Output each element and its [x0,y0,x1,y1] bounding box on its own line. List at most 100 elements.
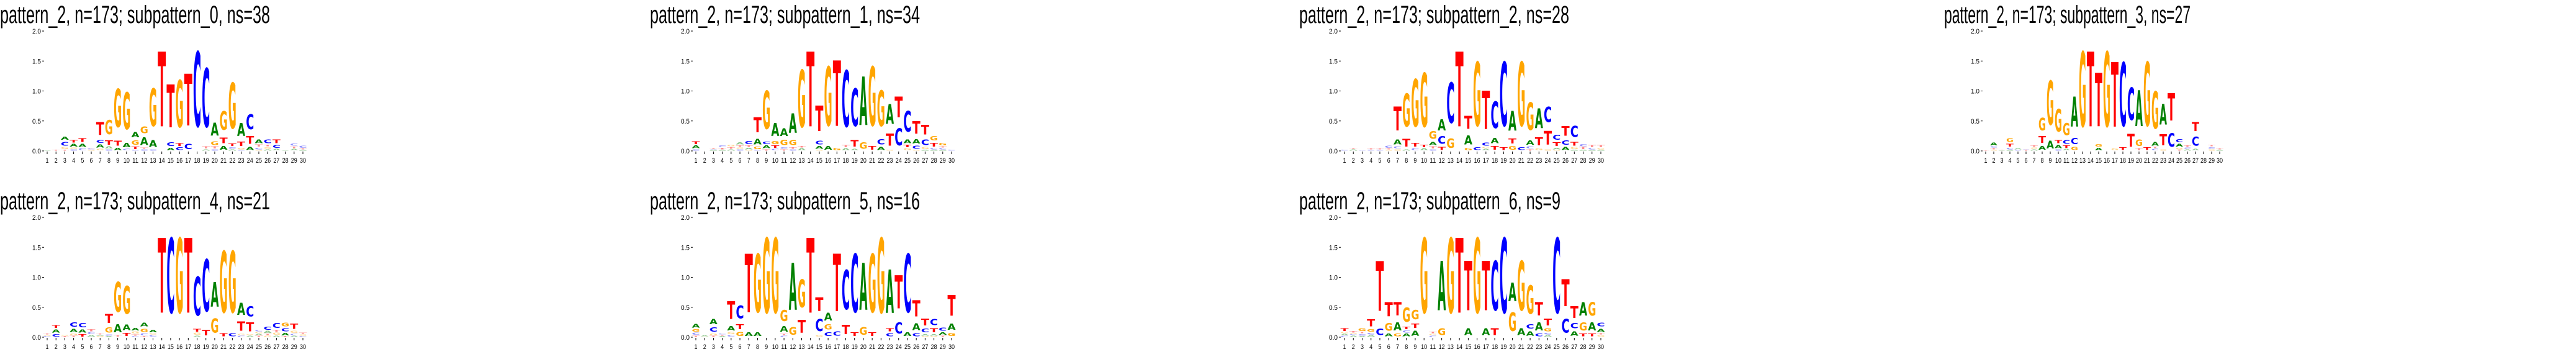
logo-letter-A: A [780,127,788,138]
logo-letter-T: T [78,334,87,338]
x-tick-label: 3 [1361,343,1364,351]
x-tick-label: 4 [72,343,75,351]
logo-letter-A: A [193,335,202,337]
logo-letter-G: G [1385,150,1393,151]
logo-letter-G: G [2006,137,2014,143]
logo-letter-A: A [264,149,272,151]
logo-letter-A: A [718,150,727,151]
logo-panel-2: pattern_2, n=173; subpattern_2, ns=28 0.0… [1299,1,1606,165]
logo-letter-G: G [61,335,69,336]
logo-letter-G: G [939,142,947,146]
logo-letter-C: C [894,124,903,151]
x-tick-label: 12 [1439,157,1445,165]
logo-letter-C: C [718,334,726,335]
x-tick-label: 25 [256,157,262,165]
logo-letter-A: A [886,258,894,327]
logo-letter-C: C [1358,150,1366,151]
logo-letter-C: C [1349,334,1358,335]
logo-letter-T: T [264,334,272,335]
logo-letter-C: C [1517,147,1525,152]
logo-letter-A: A [87,335,96,337]
logo-column-17: GT [833,43,841,151]
x-tick-label: 11 [1430,343,1436,351]
logo-letter-A: A [859,64,867,141]
logo-letter-G: G [2079,31,2086,151]
logo-letter-T: T [1535,135,1543,148]
x-tick-label: 2 [703,157,706,165]
x-tick-label: 11 [2063,157,2069,165]
x-tick-label: 13 [150,157,156,165]
x-tick-label: 20 [860,157,867,165]
logo-letter-A: A [2030,149,2038,151]
logo-letter-A: A [1535,103,1543,135]
logo-letter-T: T [2143,147,2151,152]
logo-letter-C: C [850,238,858,331]
x-tick-label: 24 [1545,157,1551,165]
logo-letter-T: T [1340,328,1349,332]
logo-column-24: CT [894,266,903,338]
logo-column-23: GTA [886,99,894,151]
logo-letter-G: G [1544,149,1552,151]
logo-column-16: AG [824,50,833,151]
logo-letter-C: C [1579,144,1587,147]
x-tick-label: 1 [46,343,49,351]
logo-letter-A: A [1579,299,1587,320]
logo-letter-C: C [789,149,797,151]
logo-column-16: CTG [176,69,184,151]
logo-letter-G: G [859,141,867,152]
logo-letter-A: A [2038,145,2046,151]
x-tick-label: 8 [107,157,110,165]
logo-letter-T: T [1394,101,1402,138]
logo-letter-G: G [886,150,894,151]
logo-letter-G: G [780,307,788,325]
logo-letter-G: G [1464,147,1472,151]
x-tick-label: 22 [229,343,235,351]
logo-letter-T: T [290,322,298,331]
logo-letter-T: T [114,140,122,147]
x-tick-label: 12 [2071,157,2078,165]
logo-letter-T: T [1535,299,1543,320]
logo-letter-A: A [1596,150,1605,151]
logo-letter-T: T [1990,148,1998,150]
logo-column-5: TAC [78,322,87,337]
x-tick-label: 19 [2128,157,2134,165]
x-tick-label: 5 [81,343,84,351]
x-tick-label: 30 [300,157,306,165]
logo-letter-C: C [1561,140,1569,147]
x-tick-label: 6 [1387,157,1390,165]
logo-letter-G: G [921,147,929,150]
x-tick-label: 28 [1580,157,1587,165]
logo-letter-A: A [1402,333,1410,337]
logo-letter-G: G [114,275,122,322]
logo-letter-T: T [1526,149,1535,151]
logo-column-20: GTA [1508,105,1517,151]
logo-letter-C: C [202,52,210,146]
logo-letter-T: T [281,336,290,337]
logo-column-5: CA [2014,148,2022,151]
logo-letter-G: G [96,148,104,151]
logo-letter-C: C [176,147,184,152]
logo-letter-C: C [921,138,929,147]
x-tick-label: 1 [1984,157,1988,165]
logo-letter-G: G [299,334,307,336]
logo-letter-C: C [193,31,201,151]
logo-letter-A: A [210,119,219,140]
logo-letter-T: T [1385,148,1394,150]
logo-letter-C: C [1367,150,1375,151]
logo-column-15: GCT [815,294,824,337]
logo-letter-C: C [228,147,236,149]
logo-letter-G: G [745,150,753,151]
logo-letter-T: T [184,217,192,337]
logo-letter-A: A [237,121,245,140]
logo-letter-T: T [894,92,903,124]
logo-letter-T: T [2216,148,2224,150]
logo-letter-G: G [1349,333,1358,334]
x-tick-label: 12 [790,343,796,351]
logo-letter-T: T [727,297,735,325]
logo-letter-A: A [254,334,263,335]
logo-letter-T: T [939,335,947,337]
logo-letter-A: A [43,150,52,151]
